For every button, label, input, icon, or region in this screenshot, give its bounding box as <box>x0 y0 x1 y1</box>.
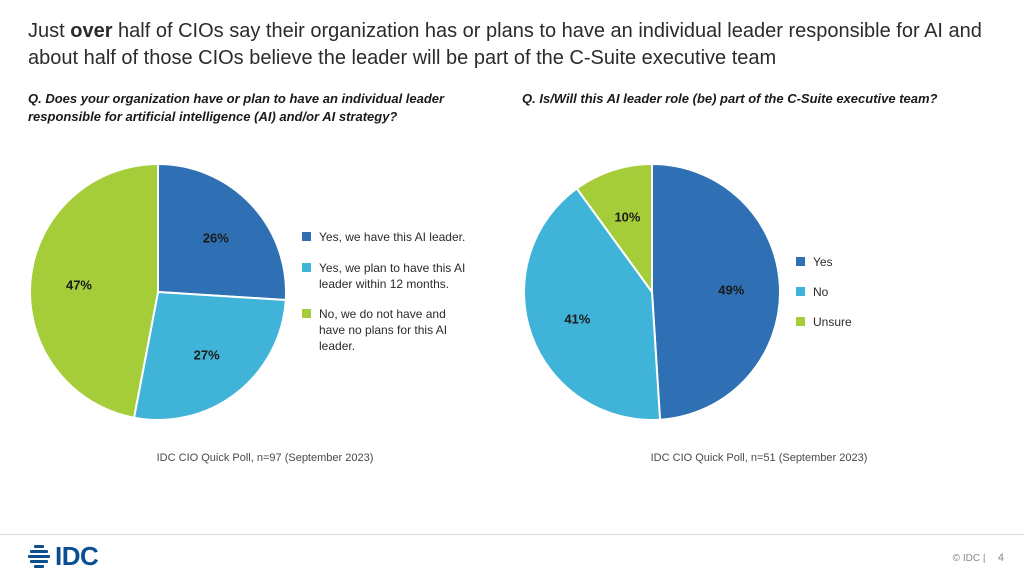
legend-item: Yes <box>796 254 852 270</box>
footer: IDC © IDC | 4 <box>0 534 1024 578</box>
legend-item: No, we do not have and have no plans for… <box>302 306 472 355</box>
pie-slice <box>652 164 780 420</box>
chart1-source: IDC CIO Quick Poll, n=97 (September 2023… <box>28 452 502 464</box>
chart2-legend: Yes No Unsure <box>796 254 852 331</box>
charts-row: Q. Does your organization have or plan t… <box>28 90 996 464</box>
legend-swatch <box>796 257 805 266</box>
chart-left: Q. Does your organization have or plan t… <box>28 90 502 464</box>
slice-label: 10% <box>614 209 640 224</box>
legend-swatch <box>302 263 311 272</box>
slice-label: 49% <box>718 282 744 297</box>
title-bold: over <box>70 20 112 42</box>
chart2-pie: 49% 41% 10% <box>522 162 782 422</box>
logo-text: IDC <box>55 541 98 572</box>
legend-swatch <box>796 287 805 296</box>
legend-item: Yes, we plan to have this AI leader with… <box>302 260 472 292</box>
legend-item: Unsure <box>796 314 852 330</box>
idc-logo: IDC <box>28 541 98 572</box>
legend-label: Yes, we plan to have this AI leader with… <box>319 260 472 292</box>
chart-right: Q. Is/Will this AI leader role (be) part… <box>522 90 996 464</box>
chart1-legend: Yes, we have this AI leader. Yes, we plan… <box>302 229 472 354</box>
chart2-source: IDC CIO Quick Poll, n=51 (September 2023… <box>522 452 996 464</box>
chart1-question: Q. Does your organization have or plan t… <box>28 90 502 132</box>
footer-right: © IDC | 4 <box>953 548 1004 566</box>
legend-swatch <box>302 309 311 318</box>
title-post: half of CIOs say their organization has … <box>28 20 982 69</box>
copyright: © IDC | <box>953 553 986 564</box>
slice-label: 26% <box>203 230 229 245</box>
pie-slice <box>30 164 158 418</box>
legend-item: Yes, we have this AI leader. <box>302 229 472 245</box>
slide-title: Just over half of CIOs say their organiz… <box>28 18 996 72</box>
legend-swatch <box>796 317 805 326</box>
legend-swatch <box>302 232 311 241</box>
legend-item: No <box>796 284 852 300</box>
slice-label: 27% <box>194 347 220 362</box>
logo-mark-icon <box>28 545 50 568</box>
title-pre: Just <box>28 20 70 42</box>
slice-label: 47% <box>66 277 92 292</box>
chart1-area: 26%27%47% Yes, we have this AI leader.Ye… <box>28 142 502 442</box>
legend-label: Unsure <box>813 314 852 330</box>
chart2-area: 49% 41% 10% Yes No Unsure <box>522 142 996 442</box>
page-number: 4 <box>998 552 1004 564</box>
chart1-pie: 26% 27% 47% <box>28 162 288 422</box>
legend-label: Yes, we have this AI leader. <box>319 229 465 245</box>
legend-label: Yes <box>813 254 833 270</box>
chart2-question: Q. Is/Will this AI leader role (be) part… <box>522 90 996 132</box>
slice-label: 41% <box>564 311 590 326</box>
legend-label: No <box>813 284 828 300</box>
legend-label: No, we do not have and have no plans for… <box>319 306 472 355</box>
